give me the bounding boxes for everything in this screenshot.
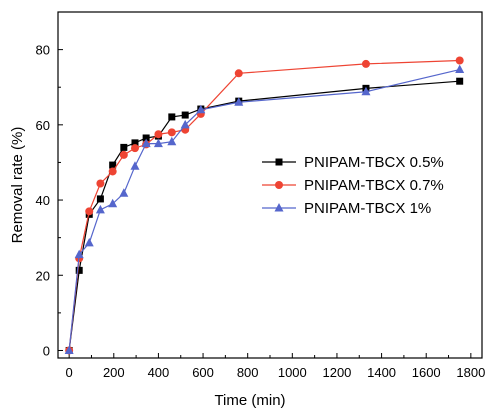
legend-label: PNIPAM-TBCX 0.7%	[304, 177, 444, 194]
legend-marker	[275, 181, 283, 189]
data-point	[361, 86, 371, 96]
data-point	[119, 188, 129, 197]
data-point	[108, 167, 117, 176]
y-axis: 0 20 40 60 80	[36, 43, 63, 358]
x-tick-label: 1400	[367, 365, 396, 380]
data-point	[167, 128, 176, 137]
legend-marker	[275, 158, 283, 166]
x-axis: 0 200 400 600 800 1000 1200 1400 1600 1800	[66, 353, 485, 380]
x-tick-label: 400	[148, 365, 170, 380]
data-point	[74, 249, 84, 259]
y-tick-label: 60	[36, 118, 50, 133]
x-axis-title: Time (min)	[214, 392, 285, 409]
data-point	[455, 64, 465, 74]
data-point	[96, 179, 105, 188]
data-point	[154, 130, 163, 139]
legend-label: PNIPAM-TBCX 1%	[304, 200, 431, 217]
data-point	[234, 69, 243, 78]
legend-entry: PNIPAM-TBCX 1%	[262, 200, 431, 217]
y-tick-label: 0	[43, 343, 50, 358]
data-point	[196, 104, 206, 114]
data-point	[130, 144, 139, 153]
y-axis-title: Removal rate (%)	[9, 127, 26, 244]
data-point	[96, 195, 104, 203]
data-point	[180, 119, 190, 129]
data-point	[168, 113, 176, 121]
legend-entry: PNIPAM-TBCX 0.7%	[262, 177, 444, 194]
data-point	[109, 161, 117, 169]
y-tick-label: 20	[36, 268, 50, 283]
data-point	[456, 77, 464, 85]
data-point	[234, 97, 244, 106]
legend-marker	[274, 203, 284, 212]
series-3	[64, 64, 465, 354]
y-tick-label: 80	[36, 43, 50, 58]
data-point	[167, 136, 177, 146]
data-point	[455, 56, 464, 65]
x-tick-label: 1600	[412, 365, 441, 380]
data-point	[108, 198, 118, 208]
x-tick-label: 1200	[322, 365, 351, 380]
x-tick-label: 800	[237, 365, 259, 380]
legend: PNIPAM-TBCX 0.5% PNIPAM-TBCX 0.7% PNIPAM-T…	[262, 154, 444, 217]
legend-entry: PNIPAM-TBCX 0.5%	[262, 154, 444, 171]
x-tick-label: 0	[66, 365, 73, 380]
data-point	[64, 345, 74, 354]
data-point	[142, 134, 150, 142]
data-point	[95, 204, 105, 214]
x-tick-label: 1000	[278, 365, 307, 380]
data-point	[130, 161, 140, 170]
series-layer	[64, 56, 465, 355]
data-point	[84, 237, 94, 247]
legend-label: PNIPAM-TBCX 0.5%	[304, 154, 444, 171]
x-tick-label: 600	[192, 365, 214, 380]
data-point	[141, 138, 151, 148]
data-point	[75, 266, 83, 274]
data-point	[131, 139, 139, 147]
y-tick-label: 40	[36, 193, 50, 208]
data-point	[119, 150, 128, 159]
x-tick-label: 1800	[456, 365, 485, 380]
data-point	[153, 138, 163, 148]
data-point	[120, 143, 128, 151]
x-tick-label: 200	[103, 365, 125, 380]
data-point	[181, 111, 189, 119]
data-point	[361, 59, 370, 68]
data-point	[85, 207, 94, 216]
